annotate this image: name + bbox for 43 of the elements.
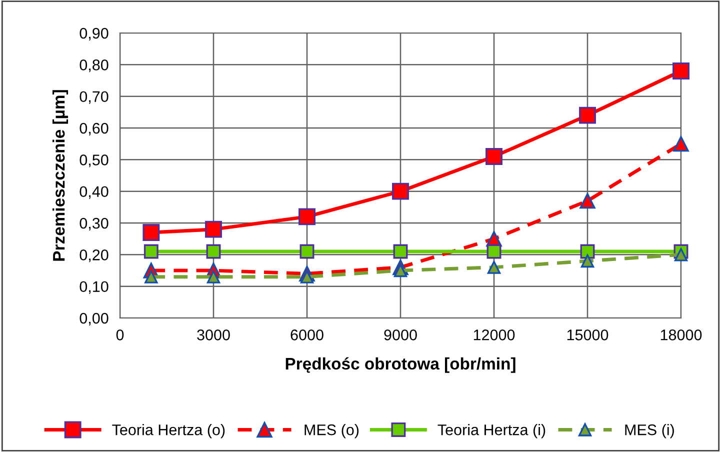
y-tick-label: 0,10 — [80, 281, 108, 294]
point — [674, 248, 688, 262]
point — [580, 254, 594, 268]
x-tick-label: 18000 — [660, 330, 702, 340]
point — [298, 208, 316, 226]
point — [673, 136, 689, 152]
point — [393, 244, 408, 259]
point — [144, 244, 158, 259]
legend-label: Teoria Hertza (i) — [438, 424, 546, 438]
x-axis-title: Prędkośc obrotowa [obr/min] — [286, 357, 516, 373]
y-tick-label: 0,70 — [80, 91, 108, 104]
y-axis-title: Przemieszczenie [µm] — [52, 90, 68, 261]
y-tick-label: 0,00 — [80, 312, 108, 326]
x-tick-label: 0 — [116, 330, 124, 340]
point — [300, 270, 314, 284]
point — [392, 182, 409, 200]
y-tick-label: 0,80 — [80, 60, 108, 72]
point — [672, 62, 690, 80]
x-tick-label: 15000 — [567, 330, 608, 340]
y-tick-label: 0,50 — [80, 154, 108, 168]
y-tick-label: 0,60 — [80, 122, 108, 136]
x-tick-label: 9000 — [384, 330, 417, 340]
point — [206, 270, 220, 284]
point — [486, 148, 502, 165]
point — [580, 192, 596, 209]
legend-label: Teoria Hertza (o) — [112, 424, 225, 438]
point — [206, 244, 221, 259]
point — [142, 224, 160, 241]
y-tick-label: 0,90 — [80, 28, 108, 40]
point — [579, 106, 596, 124]
y-tick-label: 0,20 — [80, 250, 108, 262]
x-tick-label: 12000 — [474, 330, 515, 340]
y-tick-label: 0,40 — [80, 186, 108, 199]
legend-label: MES (i) — [625, 424, 674, 438]
point — [486, 244, 502, 259]
legend-label: MES (o) — [304, 424, 359, 438]
point — [394, 264, 408, 278]
y-tick-label: 0,30 — [80, 218, 108, 230]
point — [300, 244, 314, 259]
x-tick-label: 3000 — [197, 330, 230, 340]
point — [205, 220, 222, 238]
x-tick-label: 6000 — [290, 330, 324, 340]
point — [487, 260, 501, 274]
